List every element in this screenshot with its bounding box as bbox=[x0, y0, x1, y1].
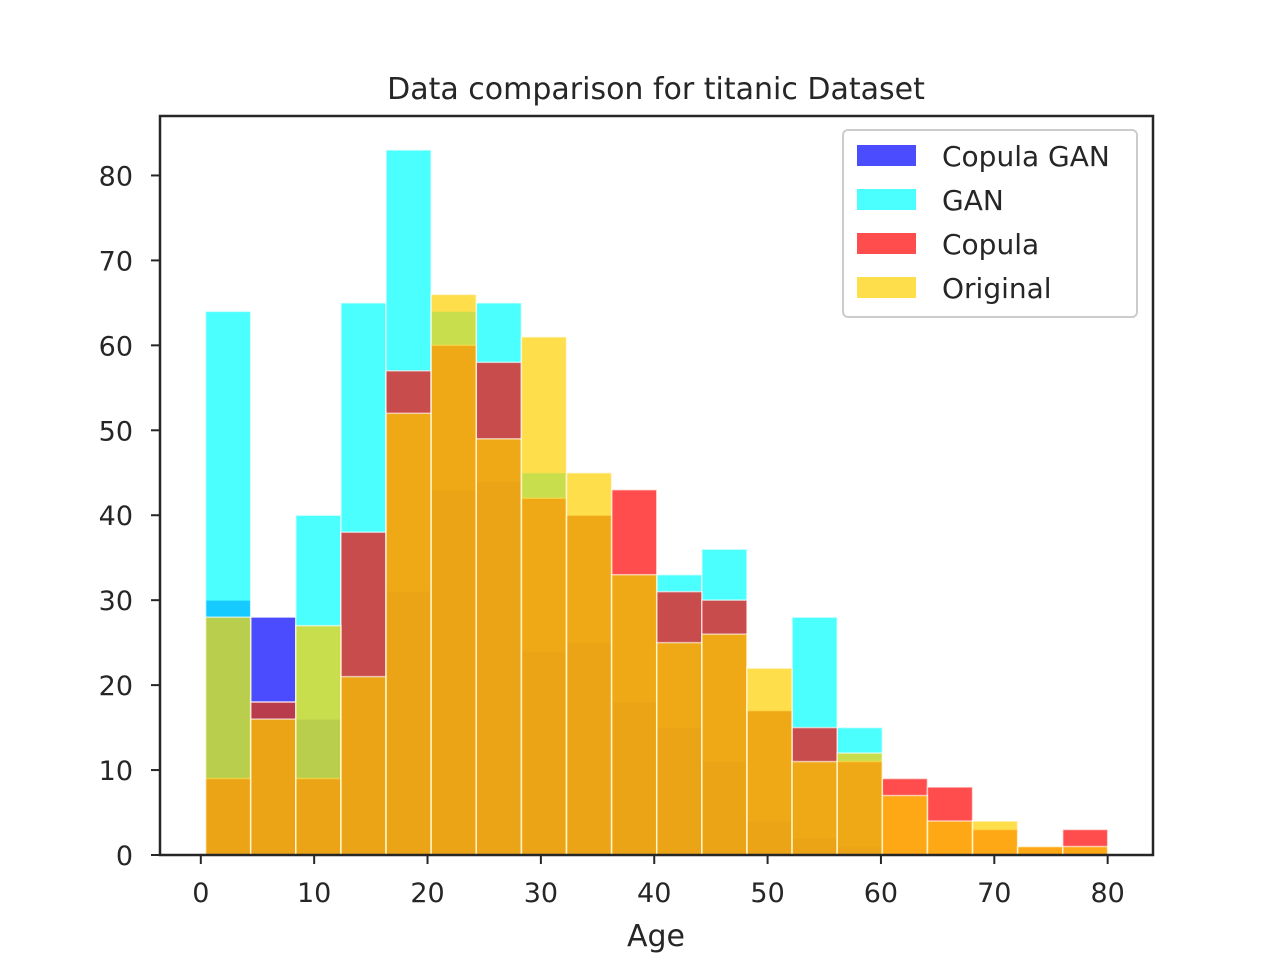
x-tick-label: 70 bbox=[977, 878, 1011, 909]
histogram-bar bbox=[520, 336, 568, 856]
x-tick-label: 80 bbox=[1090, 878, 1124, 909]
plot-frame bbox=[158, 114, 1155, 857]
histogram-bar bbox=[701, 633, 748, 856]
y-tick-label: 30 bbox=[99, 586, 133, 617]
y-tick-label: 0 bbox=[116, 841, 133, 872]
histogram-bar bbox=[385, 412, 432, 856]
x-tick-label: 30 bbox=[524, 878, 558, 909]
x-tick-label: 40 bbox=[637, 878, 671, 909]
y-tick-label: 60 bbox=[99, 331, 133, 362]
y-tick-label: 80 bbox=[99, 161, 133, 192]
y-tick-label: 20 bbox=[99, 671, 133, 702]
legend-swatch bbox=[857, 233, 916, 254]
histogram-bar bbox=[1016, 845, 1064, 856]
y-tick-label: 10 bbox=[99, 756, 133, 787]
histogram-bar bbox=[746, 667, 793, 856]
histogram-bar bbox=[836, 752, 884, 856]
x-tick-label: 10 bbox=[297, 878, 331, 909]
legend-label: Copula bbox=[942, 228, 1039, 261]
histogram-bar bbox=[340, 675, 387, 856]
histogram-bar bbox=[610, 573, 658, 856]
histogram-bar bbox=[791, 760, 838, 856]
x-axis-label: Age bbox=[627, 919, 685, 954]
x-tick-label: 0 bbox=[192, 878, 209, 909]
legend-swatch bbox=[857, 189, 916, 210]
legend-label: GAN bbox=[942, 184, 1004, 217]
chart-title: Data comparison for titanic Dataset bbox=[387, 72, 925, 107]
histogram-bar bbox=[881, 794, 929, 856]
histogram-bar bbox=[204, 616, 252, 856]
y-tick-label: 40 bbox=[99, 501, 133, 532]
x-tick-label: 50 bbox=[750, 878, 784, 909]
x-tick-label: 60 bbox=[864, 878, 898, 909]
histogram-bar bbox=[971, 820, 1019, 856]
y-tick-label: 70 bbox=[99, 246, 133, 277]
histogram-bar bbox=[1062, 845, 1109, 856]
histogram-bar bbox=[565, 472, 613, 856]
histogram-bar bbox=[430, 293, 478, 856]
legend-label: Original bbox=[942, 272, 1052, 305]
axes: 0 10 20 30 40 50 60 70 80 0 10 20 30 40 50 60 70 80 bbox=[99, 114, 1155, 909]
legend: Copula GAN GAN Copula Original bbox=[842, 129, 1138, 318]
histogram-bar bbox=[475, 438, 523, 856]
legend-swatch bbox=[857, 145, 916, 166]
histogram-bar bbox=[926, 820, 974, 856]
legend-label: Copula GAN bbox=[942, 140, 1110, 173]
histogram-bar bbox=[295, 624, 342, 856]
legend-box bbox=[842, 129, 1138, 318]
histogram-bar bbox=[655, 641, 703, 856]
x-tick-label: 20 bbox=[410, 878, 444, 909]
y-tick-label: 50 bbox=[99, 416, 133, 447]
histogram-bar bbox=[249, 718, 297, 856]
legend-swatch bbox=[857, 277, 916, 298]
